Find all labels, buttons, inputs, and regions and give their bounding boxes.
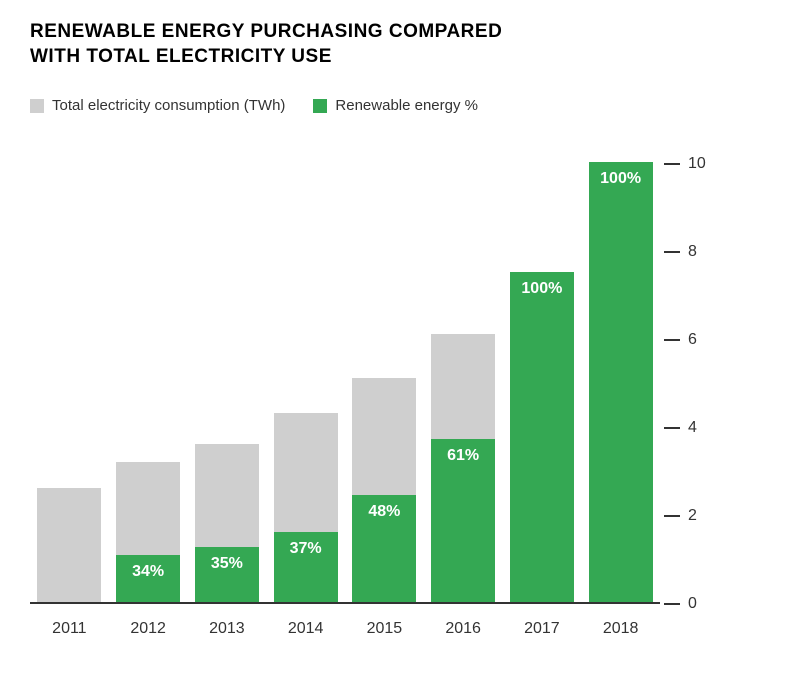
y-tick-label: 10 [688,155,706,173]
x-tick: 2015 [352,608,416,638]
x-tick: 2016 [431,608,495,638]
y-tick-dash [664,163,680,165]
x-tick: 2017 [510,608,574,638]
x-tick: 2013 [195,608,259,638]
x-tick: 2012 [116,608,180,638]
x-tick: 2011 [37,608,101,638]
y-tick: 8 [664,243,697,261]
y-tick: 10 [664,155,706,173]
bar-pct-label: 100% [589,170,653,188]
bar-total [37,488,101,602]
bar-pct-label: 61% [431,447,495,465]
bars-container: 34% 35% 37% 48% 61% 100% 100% [30,162,660,602]
legend: Total electricity consumption (TWh) Rene… [30,97,766,114]
bar-renewable [510,272,574,602]
plot-area: 34% 35% 37% 48% 61% 100% 100% [30,164,660,604]
x-tick: 2014 [274,608,338,638]
y-tick-dash [664,251,680,253]
y-tick-label: 4 [688,419,697,437]
legend-label-renewable: Renewable energy % [335,97,478,114]
bar-slot [37,162,101,602]
y-tick-dash [664,339,680,341]
title-line-2: WITH TOTAL ELECTRICITY USE [30,46,332,67]
y-tick-dash [664,515,680,517]
legend-swatch-renewable [313,99,327,113]
y-tick-label: 6 [688,331,697,349]
y-tick-label: 2 [688,507,697,525]
y-axis: 0246810 [664,164,724,604]
y-tick: 6 [664,331,697,349]
bar-pct-label: 35% [195,555,259,573]
bar-pct-label: 48% [352,503,416,521]
bar-pct-label: 34% [116,563,180,581]
bar-pct-label: 37% [274,540,338,558]
bar-slot: 35% [195,162,259,602]
bar-slot: 34% [116,162,180,602]
bar-slot: 100% [589,162,653,602]
bar-slot: 61% [431,162,495,602]
legend-label-total: Total electricity consumption (TWh) [52,97,285,114]
y-tick: 0 [664,595,697,613]
bar-slot: 48% [352,162,416,602]
title-line-1: RENEWABLE ENERGY PURCHASING COMPARED [30,21,502,42]
chart: 34% 35% 37% 48% 61% 100% 100% 2011 2012 2013 2014… [30,164,750,664]
y-tick-dash [664,603,680,605]
y-tick-label: 0 [688,595,697,613]
bar-pct-label: 100% [510,280,574,298]
x-tick: 2018 [589,608,653,638]
y-tick: 2 [664,507,697,525]
y-tick-dash [664,427,680,429]
y-tick: 4 [664,419,697,437]
x-axis: 2011 2012 2013 2014 2015 2016 2017 2018 [30,608,660,638]
bar-slot: 37% [274,162,338,602]
legend-swatch-total [30,99,44,113]
y-tick-label: 8 [688,243,697,261]
bar-slot: 100% [510,162,574,602]
bar-renewable [589,162,653,602]
chart-title: RENEWABLE ENERGY PURCHASING COMPARED WIT… [30,20,766,69]
